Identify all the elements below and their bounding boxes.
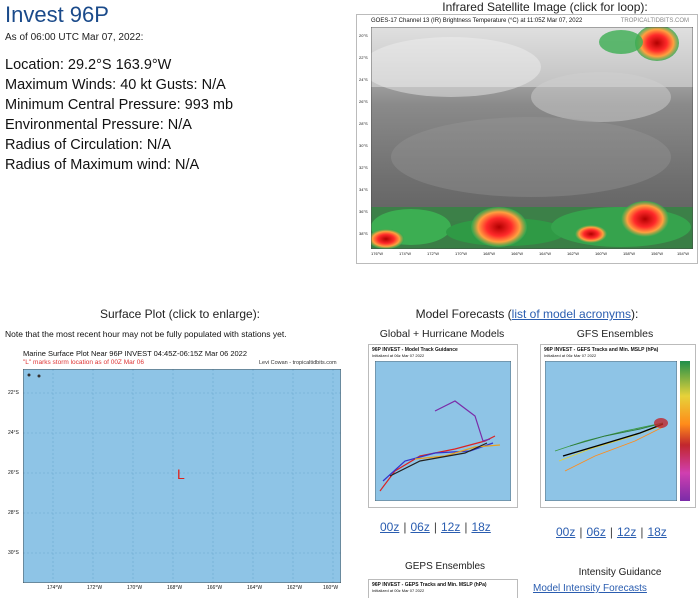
lat-label: 38°S (359, 231, 368, 236)
model-acronyms-link[interactable]: list of model acronyms (511, 307, 632, 321)
lon-label: 158°W (623, 251, 636, 256)
radius-max-wind-text: Radius of Maximum wind: N/A (5, 157, 200, 173)
station-obs (27, 373, 41, 378)
lat-label: 34°S (359, 187, 368, 192)
surface-plot[interactable]: Marine Surface Plot Near 96P INVEST 04:4… (5, 347, 345, 596)
lat-label: 32°S (359, 165, 368, 170)
mslp-colorbar (680, 361, 690, 501)
surface-plot-subtitle: "L" marks storm location as of 00Z Mar 0… (23, 359, 144, 366)
lon-label: 174°W (47, 585, 63, 591)
lat-label: 30°S (8, 550, 19, 556)
gfs-run-links: 00z | 06z | 12z | 18z (556, 525, 667, 539)
global-fig-sub: Initialized at 06z Mar 07 2022 (372, 353, 425, 358)
lon-label: 162°W (287, 585, 303, 591)
forecasts-heading: Model Forecasts (list of model acronyms)… (355, 307, 699, 321)
lat-label: 22°S (8, 390, 19, 396)
gfs-fig-sub: Initialized at 06z Mar 07 2022 (544, 353, 597, 358)
global-run-18z-link[interactable]: 18z (471, 520, 491, 534)
satellite-heading: Infrared Satellite Image (click for loop… (442, 0, 648, 14)
gfs-run-06z-link[interactable]: 06z (586, 525, 606, 539)
lat-label: 28°S (359, 121, 368, 126)
surface-map (23, 369, 341, 583)
lon-label: 166°W (207, 585, 223, 591)
global-fig-title: 96P INVEST - Model Track Guidance (372, 347, 458, 353)
lon-label: 166°W (511, 251, 524, 256)
lat-label: 24°S (8, 430, 19, 436)
gfs-track-map (545, 361, 677, 501)
lat-label: 26°S (8, 470, 19, 476)
lon-label: 168°W (167, 585, 183, 591)
satellite-ir-map (371, 27, 693, 249)
surface-heading: Surface Plot (click to enlarge): (99, 307, 261, 321)
surface-note: Note that the most recent hour may not b… (5, 329, 287, 339)
lon-label: 168°W (483, 251, 496, 256)
intensity-guidance-title: Intensity Guidance (578, 567, 662, 578)
gfs-fig-title: 96P INVEST - GEFS Tracks and Min. MSLP (… (544, 347, 659, 353)
global-models-figure[interactable]: 96P INVEST - Model Track Guidance Initia… (368, 344, 518, 508)
storm-stats: Location: 29.2°S 163.9°W Maximum Winds: … (5, 55, 233, 175)
location-text: Location: 29.2°S 163.9°W (5, 57, 172, 73)
global-run-06z-link[interactable]: 06z (410, 520, 430, 534)
surface-plot-title: Marine Surface Plot Near 96P INVEST 04:4… (23, 349, 248, 358)
lon-label: 174°W (399, 251, 412, 256)
lon-label: 156°W (651, 251, 664, 256)
forecasts-heading-prefix: Model Forecasts ( (415, 307, 512, 321)
global-run-links: 00z | 06z | 12z | 18z (380, 520, 491, 534)
max-winds-text: Maximum Winds: 40 kt Gusts: N/A (5, 77, 226, 93)
lon-label: 172°W (427, 251, 440, 256)
storm-title: Invest 96P (5, 2, 109, 27)
satellite-image-title: GOES-17 Channel 13 (IR) Brightness Tempe… (371, 18, 583, 24)
global-track-map (375, 361, 511, 501)
lat-label: 20°S (359, 33, 368, 38)
gfs-ensembles-title: GFS Ensembles (576, 328, 654, 340)
lon-label: 176°W (371, 251, 384, 256)
lon-label: 164°W (247, 585, 263, 591)
geps-fig-title: 96P INVEST - GEPS Tracks and Min. MSLP (… (372, 582, 487, 588)
geps-ensembles-figure[interactable]: 96P INVEST - GEPS Tracks and Min. MSLP (… (368, 579, 518, 598)
lon-label: 164°W (539, 251, 552, 256)
lon-label: 170°W (455, 251, 468, 256)
global-models-title: Global + Hurricane Models (379, 328, 505, 340)
lon-label: 160°W (323, 585, 339, 591)
gfs-run-12z-link[interactable]: 12z (616, 525, 637, 539)
lon-label: 172°W (87, 585, 103, 591)
env-pressure-text: Environmental Pressure: N/A (5, 117, 192, 133)
forecasts-heading-suffix: ): (631, 307, 639, 321)
lat-label: 24°S (359, 77, 368, 82)
lon-label: 160°W (595, 251, 608, 256)
surface-credit: Levi Cowan - tropicaltidbits.com (259, 360, 337, 366)
lat-label: 30°S (359, 143, 368, 148)
min-pressure-text: Minimum Central Pressure: 993 mb (5, 97, 234, 113)
gfs-run-18z-link[interactable]: 18z (647, 525, 667, 539)
model-intensity-forecasts-link[interactable]: Model Intensity Forecasts (533, 583, 647, 594)
lat-label: 22°S (359, 55, 368, 60)
lon-label: 162°W (567, 251, 580, 256)
global-run-00z-link[interactable]: 00z (380, 520, 400, 534)
surface-lat-axis: 22°S 24°S 26°S 28°S 30°S (5, 369, 23, 583)
gfs-ensembles-figure[interactable]: 96P INVEST - GEFS Tracks and Min. MSLP (… (540, 344, 696, 508)
surface-lon-axis: 174°W 172°W 170°W 168°W 166°W 164°W 162°… (23, 585, 341, 594)
lat-label: 28°S (8, 510, 19, 516)
satellite-lat-axis: 20°S 22°S 24°S 26°S 28°S 30°S 32°S 34°S … (359, 27, 371, 249)
lat-label: 26°S (359, 99, 368, 104)
geps-fig-sub: Initialized at 00z Mar 07 2022 (372, 588, 425, 593)
satellite-lon-axis: 176°W 174°W 172°W 170°W 168°W 166°W 164°… (371, 251, 693, 259)
gfs-run-00z-link[interactable]: 00z (556, 525, 576, 539)
satellite-image[interactable]: GOES-17 Channel 13 (IR) Brightness Tempe… (356, 14, 698, 264)
lon-label: 170°W (127, 585, 143, 591)
satellite-credit: TROPICALTIDBITS.COM (620, 18, 689, 24)
lat-label: 36°S (359, 209, 368, 214)
storm-location-marker: L (177, 466, 185, 482)
global-run-12z-link[interactable]: 12z (440, 520, 461, 534)
radius-circulation-text: Radius of Circulation: N/A (5, 137, 172, 153)
geps-ensembles-title: GEPS Ensembles (404, 561, 486, 572)
lon-label: 154°W (677, 251, 690, 256)
as-of-timestamp: As of 06:00 UTC Mar 07, 2022: (5, 32, 144, 43)
